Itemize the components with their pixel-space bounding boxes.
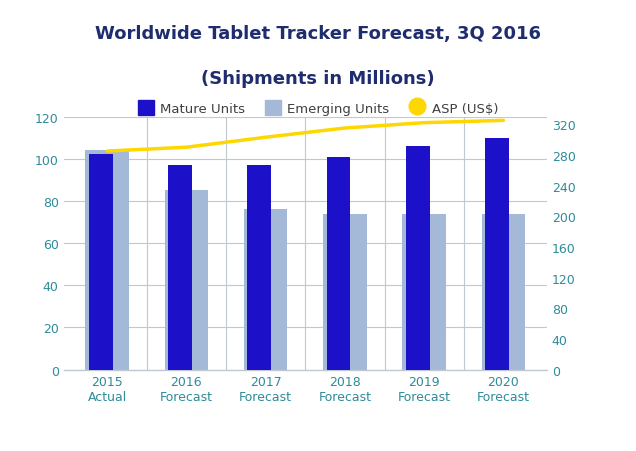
Bar xyxy=(168,166,192,370)
Text: Worldwide Tablet Tracker Forecast, 3Q 2016: Worldwide Tablet Tracker Forecast, 3Q 20… xyxy=(95,25,541,43)
Bar xyxy=(327,157,350,370)
Bar xyxy=(165,191,208,370)
Legend: Mature Units, Emerging Units, ASP (US$): Mature Units, Emerging Units, ASP (US$) xyxy=(132,95,504,121)
Bar xyxy=(85,151,129,370)
Bar xyxy=(403,214,446,370)
Bar xyxy=(89,155,113,370)
Bar xyxy=(323,214,367,370)
Bar xyxy=(244,210,287,370)
Bar xyxy=(406,147,430,370)
Bar xyxy=(485,138,509,370)
Bar xyxy=(481,214,525,370)
Text: (Shipments in Millions): (Shipments in Millions) xyxy=(201,69,435,87)
Bar xyxy=(247,166,271,370)
